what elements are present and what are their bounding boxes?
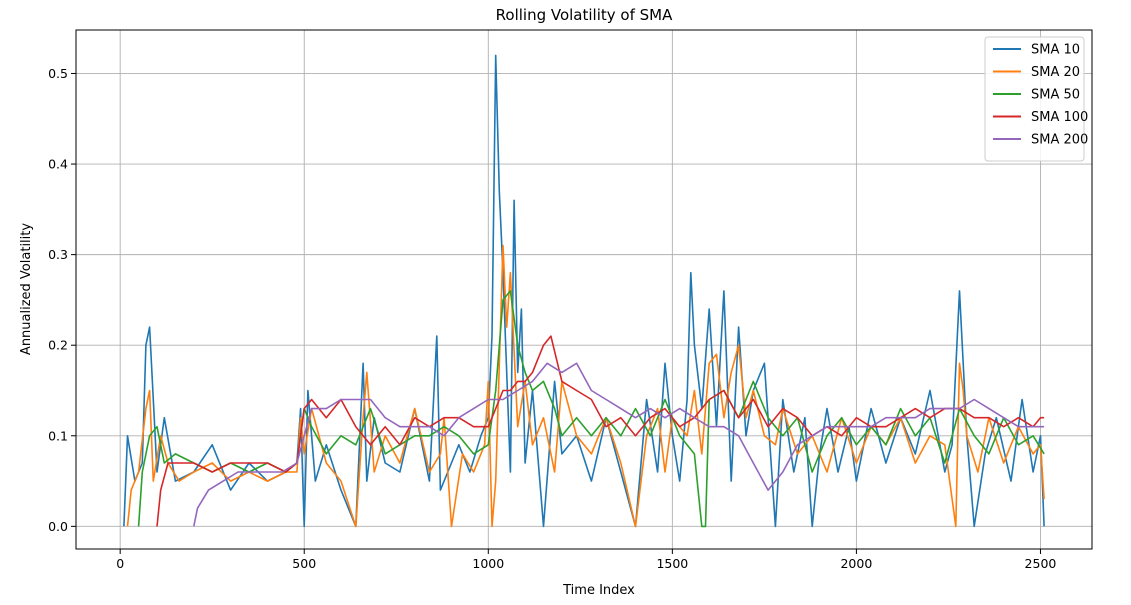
x-tick-label: 0 — [116, 556, 124, 571]
x-tick-label: 2500 — [1025, 556, 1057, 571]
y-axis-title: Annualized Volatility — [19, 223, 34, 355]
legend-label-sma-200: SMA 200 — [1031, 133, 1088, 148]
x-axis-ticks: 0 500 1000 1500 2000 2500 — [116, 549, 1056, 571]
y-tick-label: 0.3 — [48, 247, 68, 262]
legend-label-sma-50: SMA 50 — [1031, 88, 1080, 103]
legend-label-sma-10: SMA 10 — [1031, 43, 1080, 58]
plot-frame — [75, 29, 1093, 550]
y-tick-label: 0.1 — [48, 428, 68, 443]
legend-box — [984, 36, 1085, 162]
y-tick-label: 0.2 — [48, 338, 68, 353]
series-line-sma-100 — [156, 335, 1045, 527]
y-tick-label: 0.5 — [48, 66, 68, 81]
series-lines — [123, 54, 1045, 528]
legend-label-sma-100: SMA 100 — [1031, 110, 1088, 125]
y-tick-label: 0.4 — [48, 157, 68, 172]
x-tick-label: 1500 — [656, 556, 688, 571]
x-tick-label: 2000 — [840, 556, 872, 571]
x-tick-label: 1000 — [472, 556, 504, 571]
x-axis-title: Time Index — [562, 583, 635, 598]
series-line-sma-200 — [193, 362, 1045, 527]
legend: SMA 10 SMA 20 SMA 50 SMA 100 SMA 200 — [984, 36, 1088, 162]
y-tick-label: 0.0 — [48, 519, 68, 534]
chart-title: Rolling Volatility of SMA — [496, 6, 673, 24]
legend-label-sma-20: SMA 20 — [1031, 65, 1080, 80]
x-tick-label: 500 — [292, 556, 316, 571]
y-axis-ticks: 0.0 0.1 0.2 0.3 0.4 0.5 — [48, 66, 76, 534]
